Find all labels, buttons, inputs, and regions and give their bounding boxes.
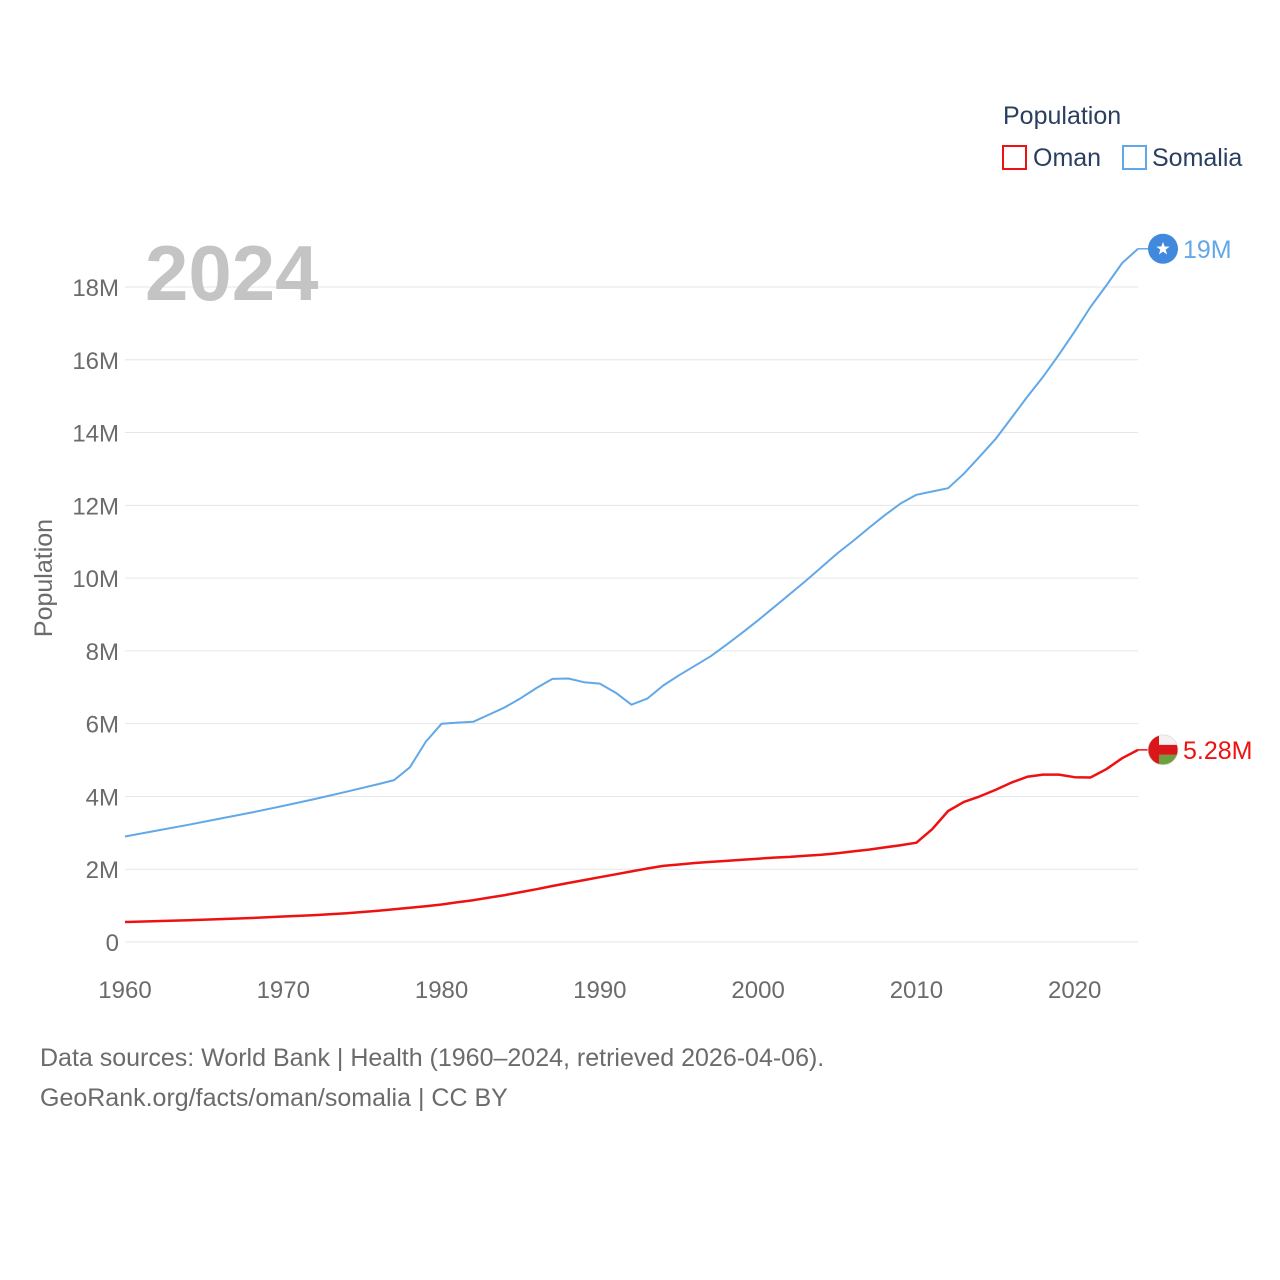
y-tick-label: 0 (106, 930, 119, 957)
y-tick-label: 4M (86, 784, 119, 811)
y-tick-label: 16M (72, 348, 119, 375)
x-axis-ticks: 1960 1970 1980 1990 2000 2010 2020 (98, 977, 1101, 1004)
line-chart: 0 2M 4M 6M 8M 10M 12M 14M 16M 18M 1960 1970 1980 199… (30, 102, 1252, 1004)
y-tick-label: 8M (86, 639, 119, 666)
x-tick-label: 2000 (731, 977, 784, 1004)
y-tick-label: 18M (72, 275, 119, 302)
y-tick-label: 12M (72, 493, 119, 520)
y-tick-label: 14M (72, 421, 119, 448)
legend-item-somalia[interactable]: Somalia (1122, 144, 1242, 172)
flag-stripes (1148, 734, 1178, 765)
flag-star (1156, 241, 1170, 255)
grid-lines (125, 286, 1138, 943)
y-tick-label: 10M (72, 566, 119, 593)
legend: Population Oman Somalia (1002, 102, 1242, 172)
somalia-flag-icon (1148, 233, 1178, 264)
legend-swatch-oman (1002, 145, 1027, 170)
series-line-oman[interactable] (124, 748, 1139, 924)
footer-sources: Data sources: World Bank | Health (1960–… (40, 1044, 825, 1072)
legend-title: Population (1003, 102, 1121, 130)
legend-item-oman[interactable]: Oman (1002, 144, 1101, 172)
legend-label-somalia: Somalia (1152, 144, 1242, 172)
x-tick-label: 1980 (415, 977, 468, 1004)
end-value-label-oman: 5.28M (1183, 737, 1252, 765)
chart-title-year: 2024 (145, 229, 319, 317)
x-tick-label: 2010 (890, 977, 943, 1004)
y-tick-label: 2M (86, 857, 119, 884)
end-value-label-somalia: 19M (1183, 236, 1232, 264)
x-tick-label: 1990 (573, 977, 626, 1004)
x-tick-label: 1970 (257, 977, 310, 1004)
legend-label-oman: Oman (1033, 144, 1101, 172)
series-end-markers: 5.28M 19M (1138, 233, 1252, 766)
y-tick-label: 6M (86, 712, 119, 739)
series-line-somalia[interactable] (124, 248, 1139, 838)
x-tick-label: 2020 (1048, 977, 1101, 1004)
y-axis-title: Population (30, 519, 58, 637)
x-tick-label: 1960 (98, 977, 151, 1004)
y-axis-ticks: 0 2M 4M 6M 8M 10M 12M 14M 16M 18M (72, 275, 119, 957)
oman-flag-icon (1147, 734, 1179, 766)
series-lines (124, 248, 1139, 924)
footer-attribution[interactable]: GeoRank.org/facts/oman/somalia | CC BY (40, 1084, 508, 1112)
legend-swatch-somalia (1122, 145, 1147, 170)
